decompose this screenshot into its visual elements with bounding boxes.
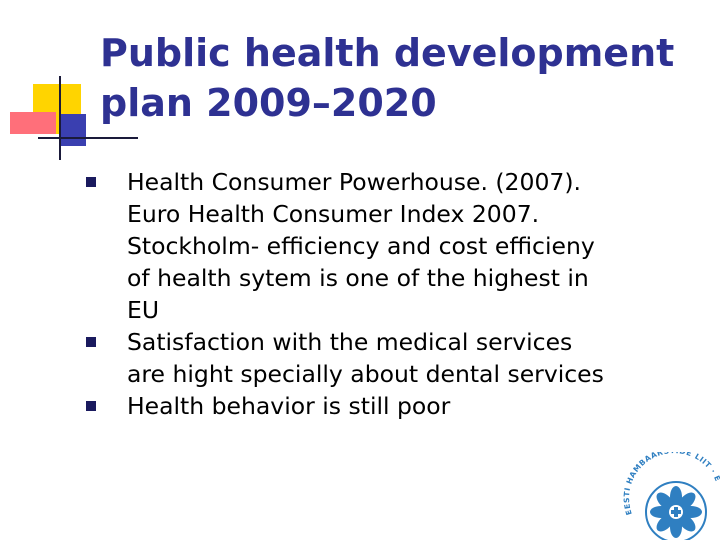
bullet-item: Health behavior is still poor xyxy=(86,390,706,422)
bullet-line: Stockholm- efficiency and cost efficieny xyxy=(127,232,595,260)
bullet-line: Satisfaction with the medical services xyxy=(127,328,573,356)
decorative-blue-square xyxy=(60,114,86,146)
bullet-line: Euro Health Consumer Index 2007. xyxy=(127,200,540,228)
bullet-item: Health Consumer Powerhouse. (2007). Euro… xyxy=(86,166,706,326)
decorative-vertical-line xyxy=(59,76,61,160)
dental-association-logo: EESTI HAMBAARSTIDE LIIT · ESTONIAN DENTA… xyxy=(618,452,720,540)
square-bullet-icon xyxy=(86,401,96,411)
decorative-pink-bar xyxy=(10,112,56,134)
bullet-line: of health sytem is one of the highest in xyxy=(127,264,589,292)
bullet-line: EU xyxy=(127,296,160,324)
bullet-line: are hight specially about dental service… xyxy=(127,360,604,388)
slide-title-line: Public health development xyxy=(100,31,675,75)
bullet-line: Health behavior is still poor xyxy=(127,392,451,420)
slide-title: Public health development plan 2009–2020 xyxy=(100,28,700,128)
slide-title-line: plan 2009–2020 xyxy=(100,81,437,125)
bullet-list: Health Consumer Powerhouse. (2007). Euro… xyxy=(86,166,706,422)
bullet-item: Satisfaction with the medical services a… xyxy=(86,326,706,390)
square-bullet-icon xyxy=(86,177,96,187)
bullet-line: Health Consumer Powerhouse. (2007). xyxy=(127,168,581,196)
decorative-horizontal-line xyxy=(38,137,138,139)
square-bullet-icon xyxy=(86,337,96,347)
